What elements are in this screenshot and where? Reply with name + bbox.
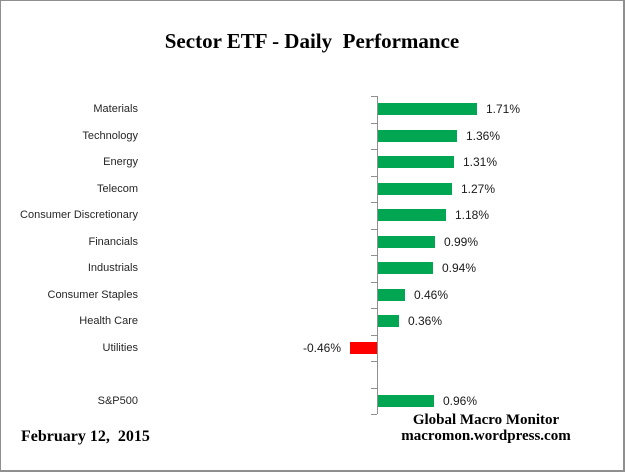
bar-positive: [378, 289, 405, 301]
value-label: 1.71%: [486, 102, 521, 116]
category-label: Technology: [82, 129, 138, 142]
category-axis-line: [377, 96, 378, 414]
value-label: 0.36%: [408, 314, 443, 328]
bar-negative: [350, 342, 377, 354]
value-label: 1.36%: [466, 128, 501, 143]
axis-tick: [371, 414, 377, 415]
axis-tick: [371, 361, 377, 362]
category-label: Materials: [93, 103, 138, 115]
category-label: S&P500: [97, 394, 138, 407]
bar-positive: [378, 156, 454, 168]
axis-tick: [371, 335, 377, 336]
bar-positive: [378, 315, 399, 327]
category-label: Health Care: [79, 315, 138, 327]
credit-name: Global Macro Monitor: [412, 412, 560, 428]
axis-tick: [371, 202, 377, 203]
axis-tick: [371, 149, 377, 150]
category-label: Financials: [88, 235, 138, 248]
date-label: February 12, 2015: [21, 428, 150, 445]
category-label: Utilities: [102, 341, 138, 354]
chart-title: Sector ETF - Daily Performance: [164, 29, 460, 53]
value-label: -0.46%: [302, 340, 341, 355]
axis-tick: [371, 255, 377, 256]
value-label: 0.46%: [414, 287, 449, 302]
value-label: 1.18%: [455, 208, 490, 222]
category-label: Industrials: [87, 262, 138, 274]
axis-tick: [371, 229, 377, 230]
bar-positive: [378, 209, 446, 221]
bar-positive: [378, 395, 434, 407]
bar-positive: [378, 262, 433, 274]
value-label: 0.99%: [444, 234, 479, 249]
bar-positive: [378, 183, 452, 195]
category-label: Energy: [103, 156, 138, 168]
axis-tick: [371, 96, 377, 97]
axis-tick: [371, 388, 377, 389]
credit-block: Global Macro Monitor macromon.wordpress.…: [397, 412, 575, 444]
category-label: Consumer Discretionary: [20, 209, 138, 221]
value-label: 1.27%: [461, 181, 496, 196]
axis-tick: [371, 176, 377, 177]
value-label: 0.94%: [442, 261, 477, 275]
bar-positive: [378, 236, 435, 248]
credit-url: macromon.wordpress.com: [401, 428, 571, 444]
bar-positive: [378, 130, 457, 142]
category-label: Consumer Staples: [47, 288, 139, 301]
axis-tick: [371, 308, 377, 309]
category-label: Telecom: [97, 182, 138, 195]
axis-tick: [371, 123, 377, 124]
value-label: 0.96%: [443, 393, 478, 408]
value-label: 1.31%: [463, 155, 498, 169]
axis-tick: [371, 282, 377, 283]
bar-positive: [378, 103, 477, 115]
